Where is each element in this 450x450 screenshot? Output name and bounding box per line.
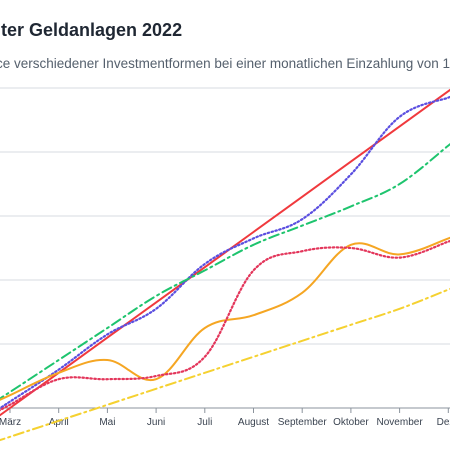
x-tick-label: September (278, 417, 328, 428)
x-tick-label: November (377, 417, 424, 428)
series-line-2 (0, 142, 450, 400)
series-lines (0, 88, 450, 442)
x-tick-label: August (238, 417, 269, 428)
x-tick-label: Oktober (333, 417, 369, 428)
series-line-1 (0, 95, 450, 410)
x-tick-label: Juni (147, 417, 165, 428)
series-line-5 (0, 287, 450, 442)
x-tick-label: März (0, 417, 21, 428)
chart-subtitle: ce verschiedener Investmentformen bei ei… (0, 56, 450, 71)
x-tick-labels: März April Mai Juni Juli August September Oktob… (0, 417, 450, 428)
x-tick-label: Mai (99, 417, 115, 428)
x-tick-label: April (49, 417, 69, 428)
x-axis (0, 407, 450, 413)
x-tick-label: Juli (197, 417, 212, 428)
x-tick-label: Deze (437, 417, 450, 428)
series-line-4 (0, 239, 450, 412)
series-line-3 (0, 236, 450, 401)
gridlines (0, 87, 450, 345)
chart-title: lter Geldanlagen 2022 (0, 20, 183, 40)
